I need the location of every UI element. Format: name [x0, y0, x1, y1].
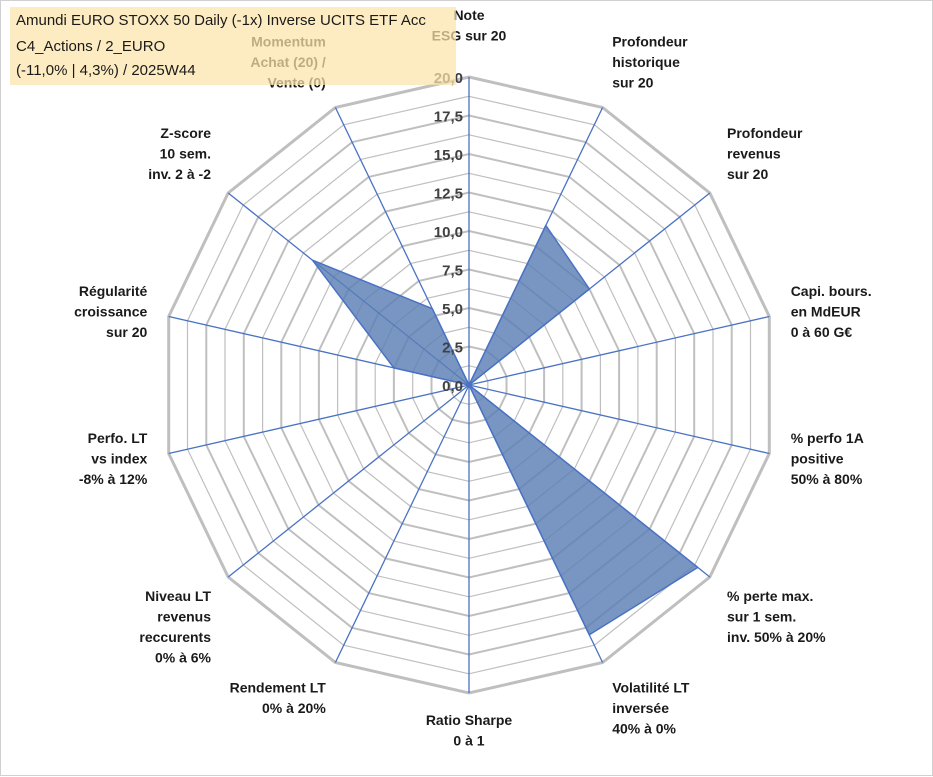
tick-label: 5,0: [442, 301, 463, 318]
chart-title-box: Amundi EURO STOXX 50 Daily (-1x) Inverse…: [10, 7, 456, 85]
tick-label: 17,5: [434, 109, 463, 126]
axis-spoke: [468, 315, 770, 386]
axis-label: Ratio Sharpe 0 à 1: [426, 712, 513, 749]
axis-label: Niveau LT revenus reccurents 0% à 6%: [139, 588, 211, 666]
title-line-3: (-11,0% | 4,3%) / 2025W44: [16, 62, 196, 79]
axis-label: Capi. bours. en MdEUR 0 à 60 G€: [791, 283, 872, 340]
tick-label: 10,0: [434, 224, 463, 241]
tick-label: 15,0: [434, 147, 463, 164]
axis-label: Profondeur historique sur 20: [612, 34, 688, 91]
tick-label: 2,5: [442, 340, 463, 357]
tick-label: 7,5: [442, 263, 463, 280]
radar-series: [311, 224, 699, 636]
axis-label: % perte max. sur 1 sem. inv. 50% à 20%: [727, 588, 826, 645]
tick-label: 12,5: [434, 186, 463, 203]
axis-label: Régularité croissance sur 20: [74, 283, 147, 340]
axis-spoke: [334, 384, 470, 663]
axis-label: Profondeur revenus sur 20: [727, 125, 803, 182]
title-line-2: C4_Actions / 2_EURO: [16, 38, 166, 55]
axis-spoke: [468, 384, 770, 455]
axis-label: Rendement LT 0% à 20%: [230, 679, 327, 716]
series-polygon: [311, 224, 699, 636]
axis-label: Volatilité LT inversée 40% à 0%: [612, 679, 690, 736]
radar-axis-labels: Note ESG sur 20 Profondeur historique sur 20…: [74, 7, 871, 749]
axis-label: Z-score 10 sem. inv. 2 à -2: [148, 125, 211, 182]
tick-label: 0,0: [442, 378, 463, 395]
axis-label: Perfo. LT vs index -8% à 12%: [79, 430, 148, 487]
axis-label: % perfo 1A positive 50% à 80%: [791, 430, 864, 487]
axis-spoke: [168, 384, 470, 455]
title-line-1: Amundi EURO STOXX 50 Daily (-1x) Inverse…: [16, 12, 426, 29]
axis-spoke: [227, 384, 470, 578]
